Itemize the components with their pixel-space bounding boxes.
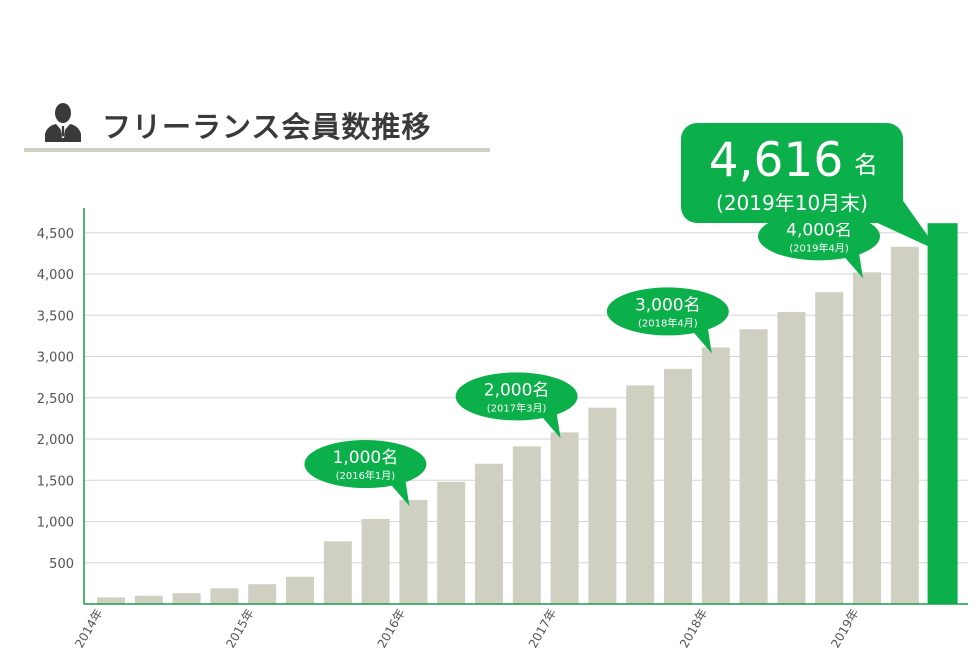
- callout: 1,000名(2016年1月): [304, 440, 427, 507]
- bar: [512, 446, 541, 604]
- bar: [437, 481, 466, 604]
- main-callout-box: [681, 123, 903, 223]
- y-tick-label: 4,500: [37, 227, 74, 242]
- callout: 4,000名(2019年4月): [758, 212, 880, 279]
- bar: [664, 368, 692, 604]
- callout-value: 4,000名: [786, 220, 852, 240]
- bar: [97, 597, 125, 604]
- bar: [134, 595, 163, 604]
- bar: [399, 500, 428, 604]
- y-tick-label: 1,000: [37, 516, 74, 531]
- highlight-bar: [927, 223, 958, 604]
- bar: [286, 576, 314, 604]
- bar: [361, 519, 390, 604]
- main-callout: 4,616 名 (2019年10月末): [681, 123, 939, 252]
- callout-value: 1,000名: [333, 448, 399, 468]
- bar: [248, 584, 277, 604]
- y-tick-label: 3,000: [37, 351, 74, 366]
- y-tick-label: 500: [49, 557, 74, 572]
- x-tick-label: 2019年: [828, 607, 861, 651]
- bar: [626, 385, 655, 604]
- callout-date: (2016年1月): [336, 469, 396, 482]
- callout-bubble: [606, 287, 729, 336]
- bar: [172, 593, 201, 604]
- chart-header: フリーランス会員数推移: [24, 98, 490, 156]
- person-icon: [45, 103, 81, 142]
- callout-bubble: [304, 440, 427, 489]
- bar: [739, 329, 768, 604]
- bar: [853, 272, 881, 604]
- bar: [890, 246, 919, 604]
- page-title: フリーランス会員数推移: [102, 110, 432, 144]
- callouts: 1,000名(2016年1月)2,000名(2017年3月)3,000名(201…: [304, 212, 880, 507]
- y-tick-label: 1,500: [37, 474, 74, 489]
- y-tick-label: 3,500: [37, 309, 74, 324]
- x-tick-label: 2018年: [677, 607, 710, 651]
- callout-date: (2019年4月): [789, 241, 849, 254]
- x-tick-label: 2014年: [72, 607, 105, 651]
- bar: [475, 463, 503, 604]
- bar: [815, 292, 844, 604]
- x-tick-label: 2015年: [223, 607, 256, 651]
- x-tick-label: 2016年: [375, 607, 408, 651]
- bars: [97, 223, 958, 604]
- bar: [701, 347, 730, 604]
- bar: [210, 588, 239, 604]
- callout-date: (2018年4月): [638, 316, 698, 329]
- title-underline: [24, 148, 490, 152]
- bar: [550, 432, 579, 604]
- bar: [323, 541, 352, 604]
- callout-date: (2017年3月): [487, 401, 547, 414]
- axes: [83, 208, 968, 605]
- callout-bubble: [758, 212, 880, 261]
- main-callout-unit: 名: [854, 151, 878, 179]
- callout-value: 3,000名: [635, 295, 701, 315]
- x-tick-label: 2017年: [526, 607, 559, 651]
- bar: [588, 407, 617, 604]
- y-tick-label: 2,500: [37, 392, 74, 407]
- bar: [777, 311, 806, 604]
- callout-value: 2,000名: [484, 380, 550, 400]
- callout: 2,000名(2017年3月): [455, 372, 578, 439]
- y-axis-ticks: 500 1,000 1,500 2,000 2,500 3,000 3,500 4,000 4,…: [37, 227, 74, 572]
- y-tick-label: 4,000: [37, 268, 74, 283]
- x-axis-ticks: 2014年 2015年 2016年 2017年 2018年 2019年: [72, 607, 861, 651]
- y-tick-label: 2,000: [37, 433, 74, 448]
- main-callout-date: (2019年10月末): [716, 191, 868, 215]
- callout-bubble: [455, 372, 578, 421]
- callout: 3,000名(2018年4月): [606, 287, 729, 354]
- main-callout-value: 4,616: [709, 133, 844, 188]
